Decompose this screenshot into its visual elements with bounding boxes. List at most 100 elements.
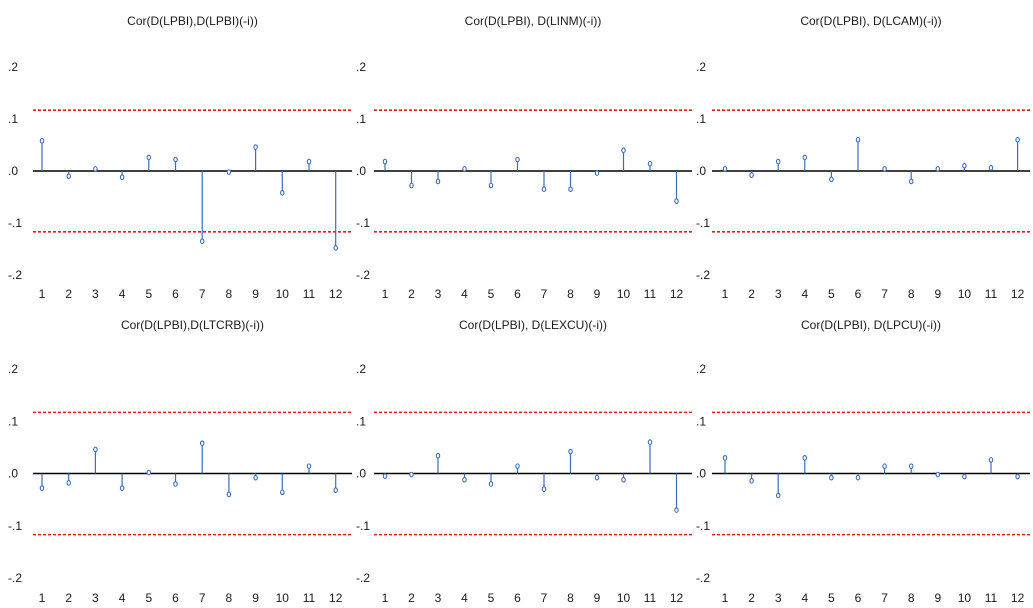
x-tick-label: 3 [435, 591, 442, 605]
y-tick-label: .0 [696, 164, 706, 178]
x-tick-label: 11 [644, 591, 657, 605]
x-tick-label: 10 [617, 591, 631, 605]
stem-marker [515, 156, 520, 163]
x-tick-label: 2 [408, 287, 415, 301]
x-tick-label: 11 [985, 287, 998, 301]
y-tick-label: .1 [356, 112, 366, 126]
x-tick-label: 9 [934, 591, 941, 605]
x-tick-label: 12 [1011, 287, 1025, 301]
y-tick-label: .0 [356, 164, 366, 178]
x-tick-label: 10 [617, 287, 631, 301]
x-tick-label: 6 [172, 591, 179, 605]
stem-marker [855, 474, 861, 481]
stem-marker [173, 481, 178, 487]
stem-marker [674, 198, 679, 205]
y-tick-label: .1 [8, 112, 18, 126]
stem-marker [515, 463, 520, 470]
x-tick-label: 7 [881, 287, 888, 301]
stem-marker [146, 154, 152, 161]
y-tick-label: -.2 [356, 268, 370, 282]
stem-marker [119, 174, 125, 181]
y-tick-label: -.2 [8, 571, 22, 585]
stem-marker [333, 487, 338, 494]
stem-marker [594, 474, 600, 481]
x-tick-label: 3 [92, 591, 99, 605]
x-tick-label: 3 [775, 287, 782, 301]
x-tick-label: 11 [303, 287, 316, 301]
stem-marker [409, 182, 414, 189]
x-tick-label: 5 [488, 287, 495, 301]
stem-marker [199, 238, 205, 245]
stem-marker [39, 485, 45, 491]
x-tick-label: 12 [329, 591, 343, 605]
y-tick-label: -.1 [356, 216, 370, 230]
x-tick-label: 12 [329, 287, 343, 301]
y-tick-label: -.2 [696, 571, 710, 585]
x-tick-label: 7 [881, 591, 888, 605]
stem-marker [882, 463, 887, 470]
y-tick-label: -.2 [8, 268, 22, 282]
stem-marker [568, 448, 573, 455]
x-tick-label: 6 [514, 591, 521, 605]
x-tick-label: 12 [670, 591, 684, 605]
correlogram-panel-4: Cor(D(LPBI),D(LTCRB)(-i)).2.1.0-.1-.21 2 3… [8, 318, 352, 605]
stem-marker [93, 446, 98, 453]
y-tick-label: .2 [696, 60, 706, 74]
stem-marker [882, 166, 887, 172]
stem-marker [855, 136, 861, 143]
panel-title: Cor(D(LPBI), D(LINM)(-i)) [465, 14, 602, 28]
stem-marker [382, 158, 388, 165]
x-tick-label: 9 [594, 287, 601, 301]
correlogram-panel-6: Cor(D(LPBI), D(LPCU)(-i)).2.1.0-.1-.21 2 3… [696, 318, 1030, 605]
x-tick-label: 5 [145, 591, 152, 605]
panel-title: Cor(D(LPBI), D(LEXCU)(-i)) [459, 318, 607, 332]
x-tick-label: 8 [567, 287, 574, 301]
y-tick-label: .0 [696, 467, 706, 481]
y-tick-label: .2 [8, 362, 18, 376]
stem-marker [829, 176, 834, 183]
y-tick-label: -.1 [696, 216, 710, 230]
x-tick-label: 3 [435, 287, 442, 301]
x-tick-label: 4 [119, 287, 126, 301]
x-tick-label: 8 [567, 591, 574, 605]
x-tick-label: 9 [934, 287, 941, 301]
stem-marker [802, 454, 808, 461]
x-tick-label: 5 [828, 287, 835, 301]
x-tick-label: 1 [722, 287, 729, 301]
stem-marker [1015, 136, 1020, 143]
x-tick-label: 1 [39, 287, 46, 301]
x-tick-label: 8 [908, 591, 915, 605]
x-tick-label: 8 [226, 591, 233, 605]
stem-marker [253, 144, 258, 150]
x-tick-label: 1 [382, 591, 389, 605]
correlogram-panel-3: Cor(D(LPBI), D(LCAM)(-i)).2.1.0-.1-.21 2 3… [696, 14, 1030, 301]
stem-marker [908, 463, 914, 470]
stem-marker [647, 439, 653, 446]
stem-marker [199, 440, 205, 447]
stem-marker [568, 186, 573, 193]
panel-title: Cor(D(LPBI), D(LCAM)(-i)) [800, 14, 941, 28]
stem-marker [306, 463, 312, 470]
stem-marker [462, 166, 467, 172]
panel-title: Cor(D(LPBI),D(LPBI)(-i)) [127, 14, 258, 28]
stem-marker [382, 473, 388, 479]
stem-marker [462, 476, 467, 483]
stem-marker [146, 469, 152, 476]
y-tick-label: -.1 [696, 519, 710, 533]
y-tick-label: .1 [356, 414, 366, 428]
x-tick-label: 4 [801, 287, 808, 301]
stem-marker [722, 454, 728, 461]
stem-marker [226, 491, 232, 498]
x-tick-label: 2 [65, 287, 72, 301]
x-tick-label: 10 [958, 591, 972, 605]
x-tick-label: 4 [461, 287, 468, 301]
correlogram-panel-5: Cor(D(LPBI), D(LEXCU)(-i)).2.1.0-.1-.21 2… [356, 318, 692, 605]
y-tick-label: -.2 [696, 268, 710, 282]
y-tick-label: -.1 [356, 519, 370, 533]
stem-marker [988, 165, 994, 171]
stem-marker [962, 162, 967, 169]
stem-marker [280, 189, 285, 196]
stem-marker [775, 492, 781, 499]
y-tick-label: .0 [8, 467, 18, 481]
x-tick-label: 7 [541, 287, 548, 301]
